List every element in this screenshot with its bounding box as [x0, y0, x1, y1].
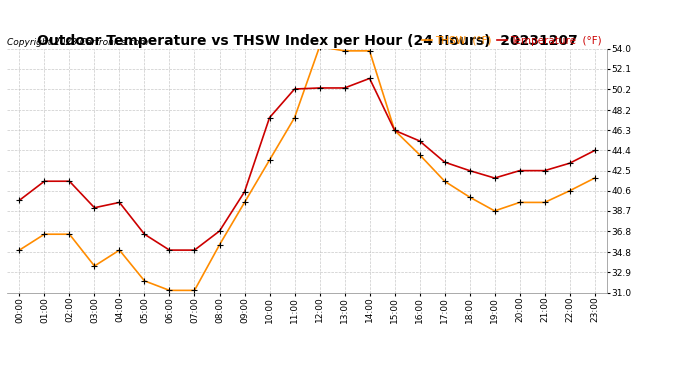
Title: Outdoor Temperature vs THSW Index per Hour (24 Hours)  20231207: Outdoor Temperature vs THSW Index per Ho… [37, 34, 578, 48]
Text: Copyright 2023 Cartronics.com: Copyright 2023 Cartronics.com [7, 38, 148, 47]
Legend: THSW  (°F), Temperature  (°F): THSW (°F), Temperature (°F) [422, 36, 602, 46]
